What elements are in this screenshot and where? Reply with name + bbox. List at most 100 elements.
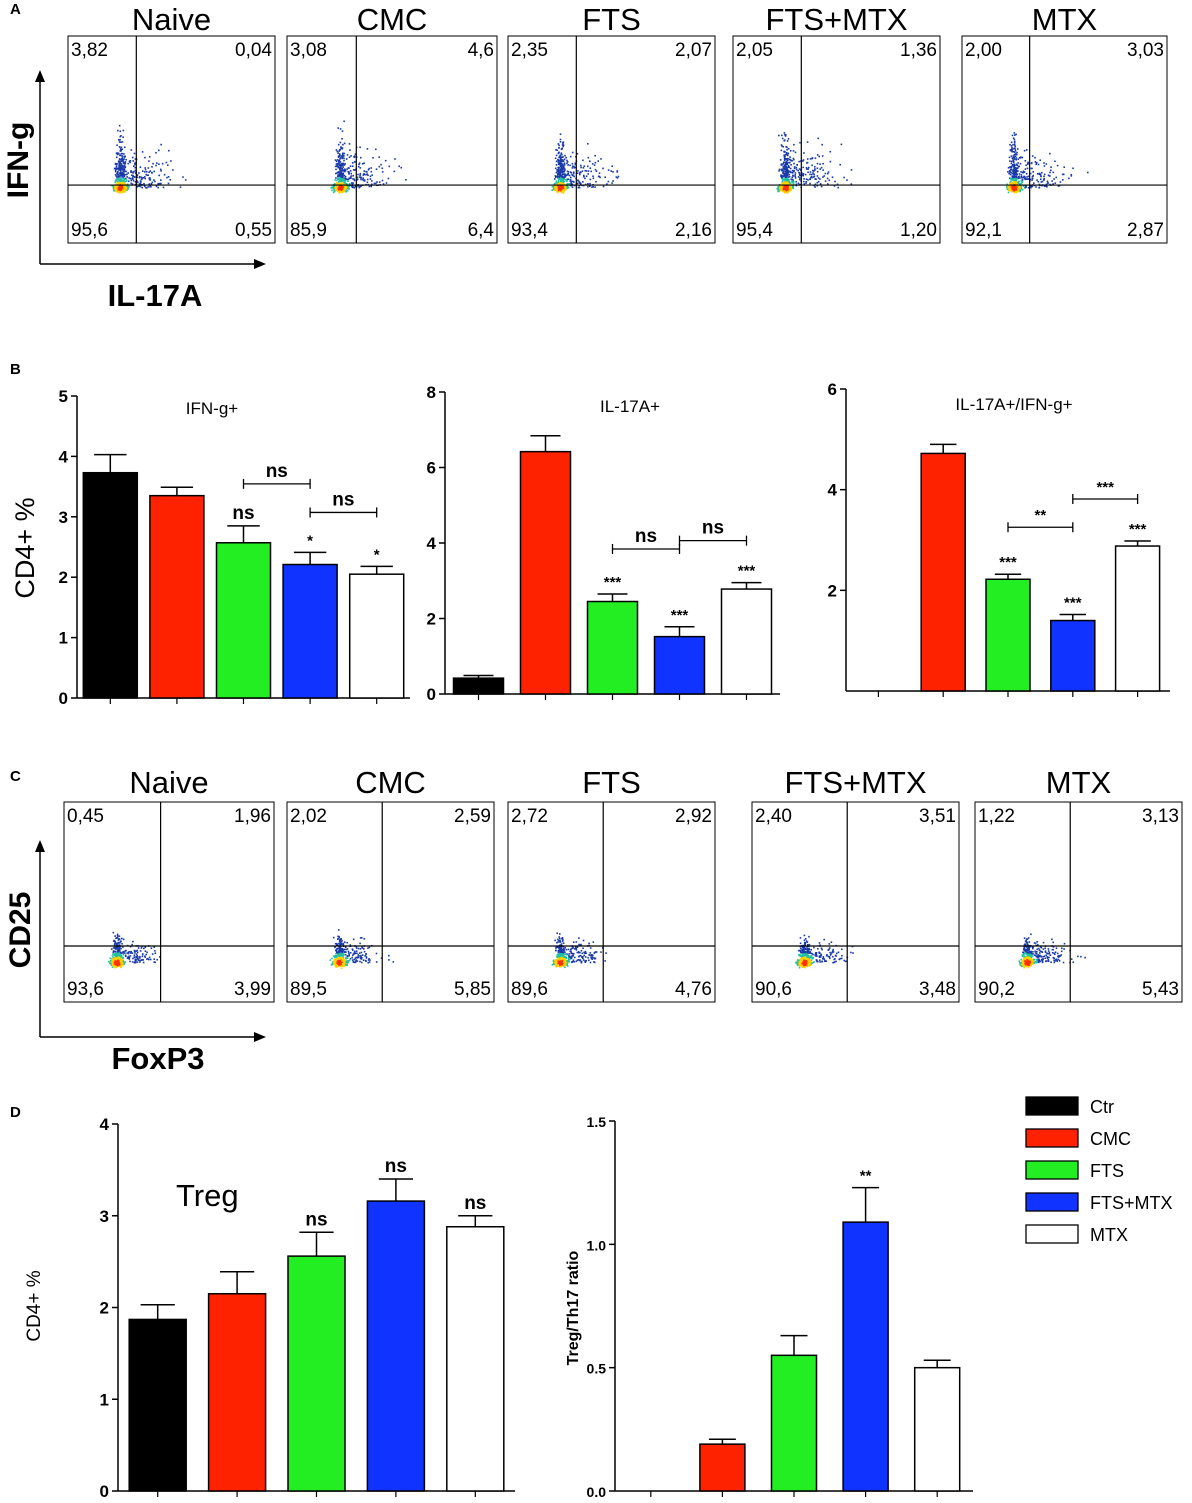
- event-dot: [342, 169, 344, 171]
- event-dot: [119, 130, 122, 133]
- event-dot: [561, 144, 564, 146]
- event-dot: [1054, 160, 1056, 163]
- event-dot: [582, 181, 584, 183]
- event-dot: [817, 177, 820, 179]
- event-dot: [335, 177, 337, 179]
- event-dot: [339, 154, 341, 156]
- chart-title: IL-17A+/IFN-g+: [955, 395, 1072, 414]
- event-dot: [340, 146, 342, 148]
- event-dot: [133, 152, 136, 155]
- event-dot: [341, 180, 344, 183]
- event-dot: [1019, 189, 1021, 191]
- event-dot: [122, 180, 125, 182]
- event-dot: [570, 183, 573, 185]
- event-dot: [144, 176, 146, 178]
- event-dot: [356, 176, 359, 179]
- event-dot: [120, 179, 122, 182]
- event-dot: [1017, 190, 1020, 192]
- event-dot: [184, 179, 187, 181]
- event-dot: [1012, 160, 1015, 163]
- event-dot: [143, 182, 145, 185]
- event-dot: [791, 176, 794, 178]
- event-dot: [577, 170, 579, 172]
- event-dot: [340, 163, 343, 165]
- event-dot: [123, 168, 126, 170]
- event-dot: [566, 170, 569, 173]
- event-dot: [349, 149, 351, 151]
- event-dot: [783, 139, 786, 141]
- event-dot: [342, 155, 344, 158]
- event-dot: [1049, 171, 1051, 174]
- event-dot: [366, 181, 369, 184]
- event-dot: [1027, 175, 1030, 178]
- event-dot: [556, 169, 558, 171]
- event-dot: [360, 185, 362, 187]
- event-dot: [791, 185, 794, 187]
- event-dot: [557, 185, 559, 187]
- event-dot: [124, 170, 127, 172]
- event-dot: [561, 164, 564, 167]
- event-dot: [813, 176, 815, 178]
- event-dot: [144, 168, 147, 171]
- event-dot: [343, 157, 345, 160]
- event-dot: [337, 143, 340, 146]
- event-dot: [163, 173, 166, 176]
- event-dot: [781, 180, 784, 183]
- event-dot: [117, 181, 120, 184]
- event-dot: [589, 182, 591, 185]
- event-dot: [1049, 175, 1051, 177]
- event-dot: [1061, 173, 1064, 176]
- event-dot: [110, 948, 113, 950]
- quadrant-lower-left: 95,6: [71, 220, 108, 241]
- event-dot: [594, 186, 596, 188]
- event-dot: [829, 150, 832, 153]
- event-dot: [781, 134, 783, 137]
- event-dot: [1017, 165, 1020, 168]
- event-dot: [132, 160, 135, 162]
- event-dot: [121, 171, 124, 174]
- event-dot: [562, 165, 565, 167]
- event-dot: [1047, 174, 1050, 177]
- event-dot: [118, 162, 120, 164]
- event-dot: [351, 165, 354, 167]
- flow-plot-frame: [961, 35, 1168, 244]
- event-dot: [1034, 156, 1036, 159]
- event-dot: [126, 187, 129, 190]
- event-dot: [594, 154, 596, 157]
- event-dot: [182, 176, 184, 178]
- event-dot: [116, 153, 119, 156]
- bar-fts: [586, 600, 639, 695]
- event-dot: [1023, 149, 1026, 152]
- event-dot: [340, 179, 342, 181]
- event-dot: [781, 182, 783, 184]
- event-dot: [340, 166, 342, 168]
- event-dot: [135, 953, 138, 955]
- event-dot: [148, 156, 151, 158]
- event-dot: [807, 171, 809, 174]
- event-dot: [781, 175, 784, 178]
- event-dot: [786, 162, 789, 164]
- event-dot: [128, 160, 131, 163]
- event-dot: [116, 191, 119, 193]
- event-dot: [121, 155, 123, 157]
- event-dot: [147, 167, 150, 169]
- event-dot: [1014, 172, 1016, 174]
- event-dot: [1014, 164, 1016, 167]
- event-dot: [337, 173, 340, 176]
- event-dot: [789, 171, 792, 173]
- event-dot: [1007, 171, 1009, 173]
- event-dot: [1033, 182, 1035, 184]
- event-dot: [144, 177, 146, 180]
- event-dot: [357, 185, 360, 187]
- event-dot: [361, 163, 364, 165]
- event-dot: [123, 185, 125, 187]
- event-dot: [783, 172, 786, 175]
- event-dot: [557, 173, 559, 176]
- event-dot: [120, 146, 123, 149]
- event-dot: [1017, 148, 1019, 150]
- event-dot: [782, 171, 785, 173]
- event-dot: [121, 190, 123, 192]
- event-dot: [139, 182, 141, 185]
- event-dot: [348, 143, 351, 145]
